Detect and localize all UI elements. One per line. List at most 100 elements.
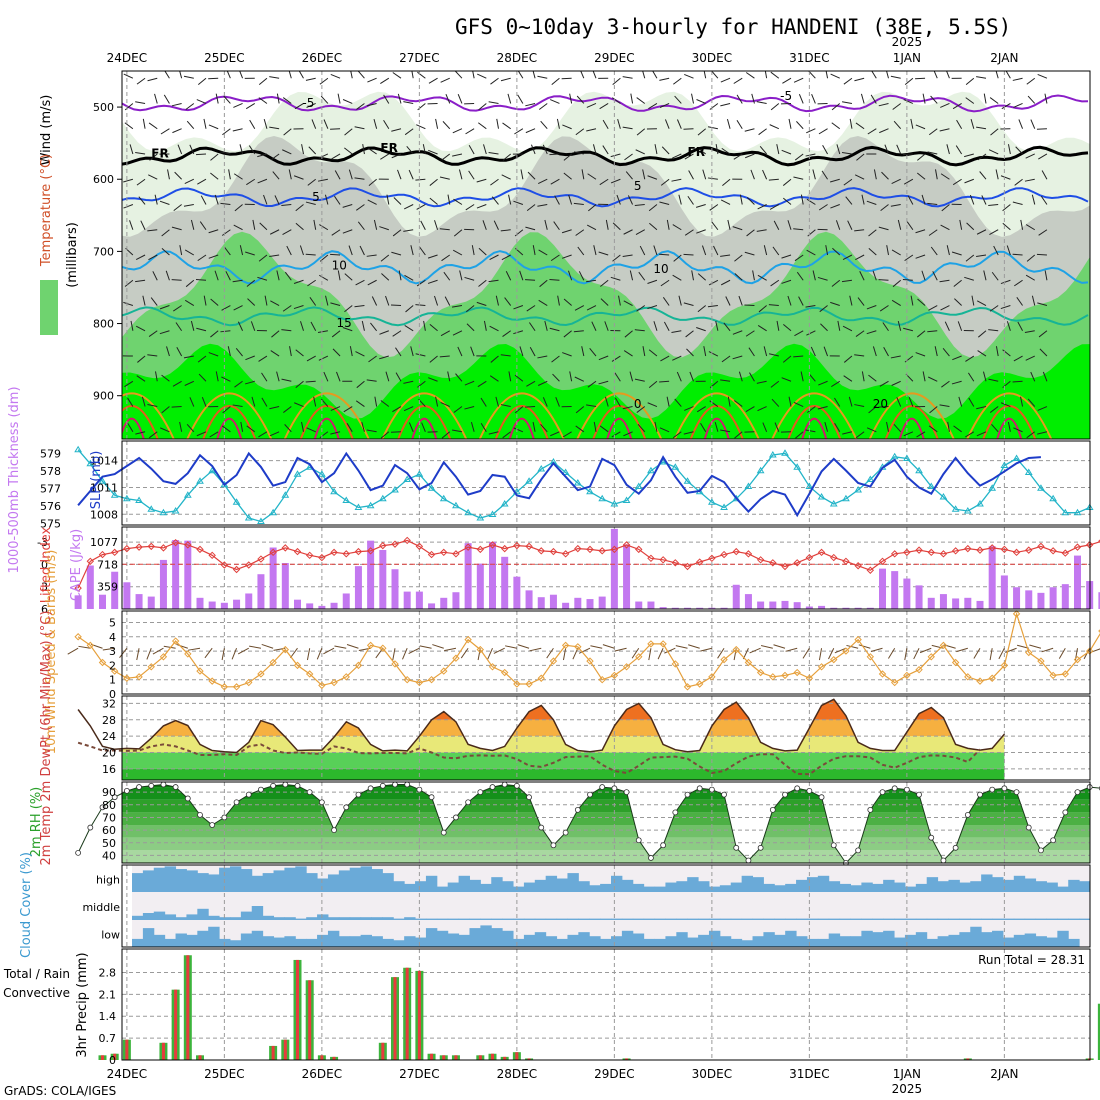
lifted-tick-label: 0 <box>41 558 48 571</box>
cloud-cover-bar <box>393 881 405 892</box>
wind-barb <box>947 421 950 432</box>
wind-barb <box>989 229 999 235</box>
wind-barb <box>331 330 341 338</box>
wind-barb <box>622 406 633 410</box>
wind-barb <box>282 229 292 235</box>
cape-bar <box>1000 575 1008 609</box>
cloud-cover-bar <box>915 883 928 892</box>
wind-barb <box>989 97 999 104</box>
wind-barb <box>573 330 584 333</box>
wind-barb <box>930 95 938 104</box>
isotherm-line <box>122 187 1089 208</box>
cloud-cover-bar <box>1068 938 1080 947</box>
lifted-index-point <box>379 541 387 550</box>
wind-barb <box>199 221 207 231</box>
wind-barb <box>346 422 353 433</box>
temp-band <box>122 768 1005 780</box>
wind-barb <box>526 305 536 312</box>
precip-convective-bar <box>320 1055 324 1060</box>
wind-barb <box>868 374 877 382</box>
wind-barb <box>634 203 645 206</box>
thickness-point <box>671 463 680 470</box>
wind-barb <box>135 325 146 332</box>
surface-wind-barb <box>261 643 274 649</box>
wind-barb <box>776 144 780 155</box>
wind-barb <box>1020 396 1024 407</box>
wind-barb <box>556 118 560 129</box>
wind-barb <box>1027 95 1036 104</box>
wind-barb <box>806 330 816 336</box>
wind-barb <box>812 270 816 281</box>
x-tick-label-top: 28DEC <box>497 51 537 65</box>
cloud-cover-bar <box>338 936 351 947</box>
wind-barb <box>480 422 487 433</box>
wind-barb <box>453 229 463 237</box>
thickness-point <box>647 466 655 474</box>
warm-contour <box>703 417 730 439</box>
wind-barb <box>529 347 536 357</box>
wind-barb <box>99 306 109 308</box>
wind-barb <box>550 254 560 262</box>
wind-speed-point <box>488 663 497 671</box>
wind-barb <box>678 194 682 205</box>
cloud-cover-bar <box>959 882 971 892</box>
wind-barb <box>532 421 536 432</box>
cloud-cover-bar <box>132 915 144 920</box>
cape-bar <box>744 594 752 609</box>
precip-convective-bar <box>503 1056 507 1060</box>
thickness-tick-label: 575 <box>40 517 61 530</box>
wind-barb <box>770 71 780 79</box>
wind-barb <box>179 421 183 432</box>
cape-bar <box>99 594 106 609</box>
wind-barb <box>781 377 792 382</box>
wind-barb <box>1025 224 1036 231</box>
wind-barb <box>586 128 597 132</box>
wind-barb <box>319 224 329 231</box>
wind-barb <box>660 178 670 186</box>
wind-barb <box>916 330 926 338</box>
cape-bar <box>988 546 996 609</box>
wind-barb <box>368 355 377 363</box>
wind-barb <box>971 295 975 306</box>
wind-speed-point <box>135 673 143 681</box>
cloud-layer-label: low <box>101 929 120 942</box>
wind-barb <box>354 126 365 130</box>
cloud-cover-bar <box>371 936 383 947</box>
surface-wind-barb <box>989 648 993 661</box>
thickness-point <box>915 466 923 474</box>
wind-barb <box>624 153 633 161</box>
wind-barb <box>118 422 121 432</box>
wind-barb <box>189 144 195 155</box>
wind-barb <box>495 295 499 306</box>
warm-contour <box>801 417 828 439</box>
cape-axis-label: CAPE (J/kg) <box>69 529 84 601</box>
wind-barb <box>161 374 170 382</box>
cloud-cover-bar <box>393 918 405 920</box>
cloud-cover-bar <box>556 878 568 892</box>
rh-point <box>867 806 874 813</box>
cloud-cover-bar <box>491 928 503 947</box>
wind-barb <box>722 178 731 187</box>
wind-barb <box>1006 245 1011 256</box>
cloud-cover-bar <box>469 918 481 920</box>
warm-contour <box>122 392 175 439</box>
wind-barb <box>593 421 597 432</box>
lifted-index-point <box>598 547 606 555</box>
wind-speed-point <box>830 655 838 664</box>
lifted-index-point <box>293 547 302 556</box>
wind-barb <box>410 245 414 256</box>
rh-point <box>1038 847 1044 854</box>
wind-barb <box>76 324 84 330</box>
wind-barb <box>123 73 134 79</box>
rh-point <box>465 799 472 806</box>
cloud-cover-bar <box>306 873 318 892</box>
wind-barb <box>927 376 938 382</box>
wind-barb <box>976 126 987 130</box>
contour-label: FR <box>151 147 168 161</box>
cloud-cover-bar <box>513 938 525 947</box>
cloud-cover-bar <box>142 870 155 892</box>
wind-barb <box>147 354 158 357</box>
surface-wind-barb <box>657 648 664 660</box>
cloud-cover-bar <box>730 938 743 947</box>
